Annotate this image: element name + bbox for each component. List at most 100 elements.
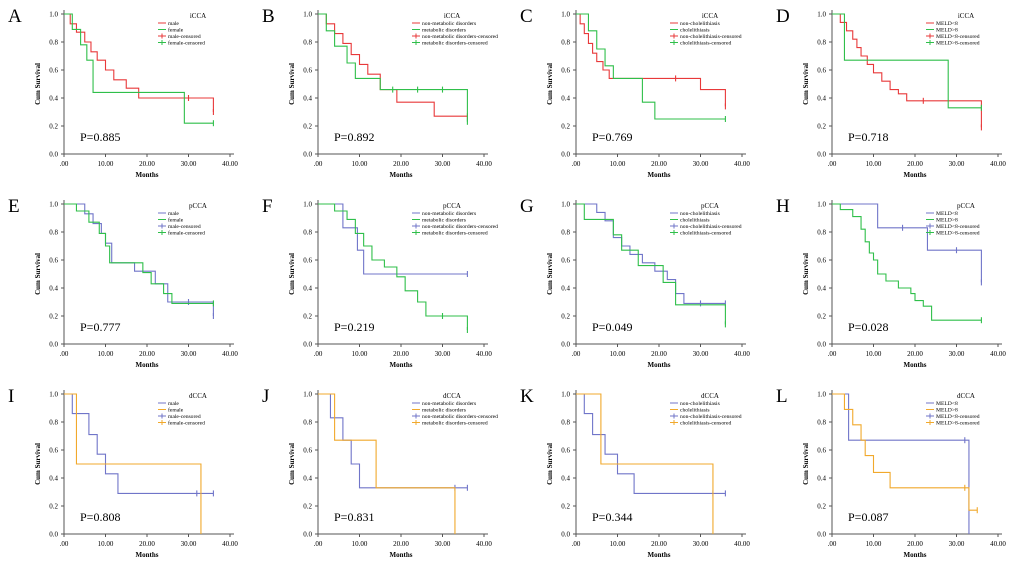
y-tick-label: 1.0 — [817, 391, 826, 399]
km-curve-group-1 — [64, 203, 214, 316]
p-value: P=0.344 — [592, 510, 632, 524]
p-value: P=0.028 — [848, 320, 888, 334]
legend-group-title: iCCA — [958, 12, 974, 20]
legend-entry: male-censored — [168, 414, 201, 420]
y-axis-title: Cum Survival — [288, 443, 296, 485]
km-curve-group-2 — [64, 393, 202, 534]
y-tick-label: 0.0 — [49, 341, 58, 349]
x-axis-title: Months — [648, 551, 671, 559]
km-curve-group-1 — [64, 13, 214, 112]
legend-group-title: iCCA — [702, 12, 718, 20]
y-tick-label: 0.2 — [49, 503, 58, 511]
x-tick-label: 40.00 — [990, 160, 1006, 168]
panel-letter: F — [262, 196, 273, 217]
x-tick-label: 10.00 — [98, 540, 114, 548]
y-tick-label: 0.6 — [49, 447, 58, 455]
x-tick-label: .00 — [572, 350, 581, 358]
y-tick-label: 0.0 — [561, 151, 570, 159]
panel-letter: L — [776, 386, 788, 407]
legend-group-title: dCCA — [189, 392, 207, 400]
x-tick-label: 30.00 — [435, 540, 451, 548]
legend-entry: male — [168, 401, 179, 407]
legend-entry: MELD<8-censored — [936, 34, 980, 40]
legend-entry: MELD>8-censored — [936, 421, 980, 427]
legend-group-title: pCCA — [189, 202, 207, 210]
legend-entry: cholelithiasis-censored — [680, 41, 731, 47]
x-tick-label: 30.00 — [181, 160, 197, 168]
y-tick-label: 0.4 — [49, 95, 58, 103]
y-tick-label: 0.0 — [817, 341, 826, 349]
legend-entry: non-cholelithiasis — [680, 401, 720, 407]
y-tick-label: 1.0 — [561, 391, 570, 399]
y-tick-label: 0.2 — [561, 313, 570, 321]
y-axis-title: Cum Survival — [546, 443, 554, 485]
y-tick-label: 0.4 — [303, 95, 312, 103]
y-tick-label: 0.8 — [303, 39, 312, 47]
y-tick-label: 0.0 — [817, 151, 826, 159]
panel-letter: H — [776, 196, 790, 217]
y-tick-label: 0.8 — [49, 419, 58, 427]
y-tick-label: 1.0 — [817, 11, 826, 19]
x-axis-title: Months — [904, 551, 927, 559]
y-tick-label: 0.6 — [49, 67, 58, 75]
panel-f: F 0.0 0.2 0.4 0.6 0.8 1.0 .00 10.00 20.00 30.00 40.… — [262, 196, 498, 369]
legend-entry: female-censored — [168, 230, 205, 237]
legend-entry: non-metabolic disorders — [422, 21, 476, 27]
panel-h: H 0.0 0.2 0.4 0.6 0.8 1.0 .00 10.00 20.00 30.00 40.… — [776, 196, 1006, 369]
panel-letter: A — [8, 6, 22, 27]
p-value: P=0.892 — [334, 130, 374, 144]
x-axis-title: Months — [904, 361, 927, 369]
legend-entry: MELD<8-censored — [936, 224, 980, 230]
y-tick-label: 0.6 — [49, 257, 58, 265]
y-tick-label: 0.6 — [561, 67, 570, 75]
x-tick-label: 40.00 — [990, 350, 1006, 358]
legend-entry: non-cholelithiasis-censored — [680, 414, 742, 420]
x-tick-label: 10.00 — [98, 350, 114, 358]
x-axis-title: Months — [136, 551, 159, 559]
panel-b: B 0.0 0.2 0.4 0.6 0.8 1.0 .00 10.00 20.00 30.00 40.… — [262, 6, 498, 179]
x-tick-label: 30.00 — [949, 160, 965, 168]
legend-entry: non-metabolic disorders-censored — [422, 414, 498, 420]
x-tick-label: 40.00 — [222, 540, 238, 548]
y-tick-label: 0.4 — [49, 475, 58, 483]
y-tick-label: 1.0 — [303, 391, 312, 399]
legend-entry: MELD>8 — [936, 28, 958, 34]
legend-entry: female — [168, 27, 184, 34]
x-tick-label: 20.00 — [139, 350, 155, 358]
legend-entry: MELD<8 — [936, 21, 958, 27]
panel-g: G 0.0 0.2 0.4 0.6 0.8 1.0 .00 10.00 20.00 30.00 40.… — [520, 196, 750, 369]
panel-letter: J — [262, 386, 269, 407]
x-axis-title: Months — [648, 171, 671, 179]
x-axis-title: Months — [390, 361, 413, 369]
legend-group-title: dCCA — [443, 392, 461, 400]
x-tick-label: .00 — [572, 540, 581, 548]
x-axis-title: Months — [136, 171, 159, 179]
x-tick-label: 20.00 — [139, 160, 155, 168]
y-tick-label: 0.8 — [303, 419, 312, 427]
km-curve-group-1 — [576, 13, 726, 107]
x-tick-label: .00 — [60, 160, 69, 168]
x-tick-label: 20.00 — [393, 160, 409, 168]
y-tick-label: 0.8 — [561, 229, 570, 237]
legend-entry: non-metabolic disorders-censored — [422, 224, 498, 230]
legend-entry: male — [168, 211, 179, 217]
panel-letter: G — [520, 196, 534, 217]
km-curve-group-2 — [64, 13, 214, 124]
legend-entry: metabolic disorders-censored — [422, 421, 488, 427]
x-tick-label: 20.00 — [907, 350, 923, 358]
y-tick-label: 0.8 — [303, 229, 312, 237]
y-axis-title: Cum Survival — [546, 63, 554, 105]
x-tick-label: 20.00 — [139, 540, 155, 548]
legend-entry: MELD<8 — [936, 211, 958, 217]
panel-i: I 0.0 0.2 0.4 0.6 0.8 1.0 .00 10.00 20.00 30.00 40.… — [8, 386, 238, 559]
x-tick-label: 30.00 — [181, 350, 197, 358]
legend-entry: MELD>8-censored — [936, 41, 980, 47]
legend-entry: MELD>8-censored — [936, 231, 980, 237]
x-tick-label: 20.00 — [393, 540, 409, 548]
x-tick-label: 40.00 — [476, 540, 492, 548]
km-curve-group-1 — [576, 393, 726, 494]
y-axis-title: Cum Survival — [546, 253, 554, 295]
y-tick-label: 0.0 — [49, 151, 58, 159]
y-axis-title: Cum Survival — [802, 63, 810, 105]
x-tick-label: 30.00 — [435, 350, 451, 358]
